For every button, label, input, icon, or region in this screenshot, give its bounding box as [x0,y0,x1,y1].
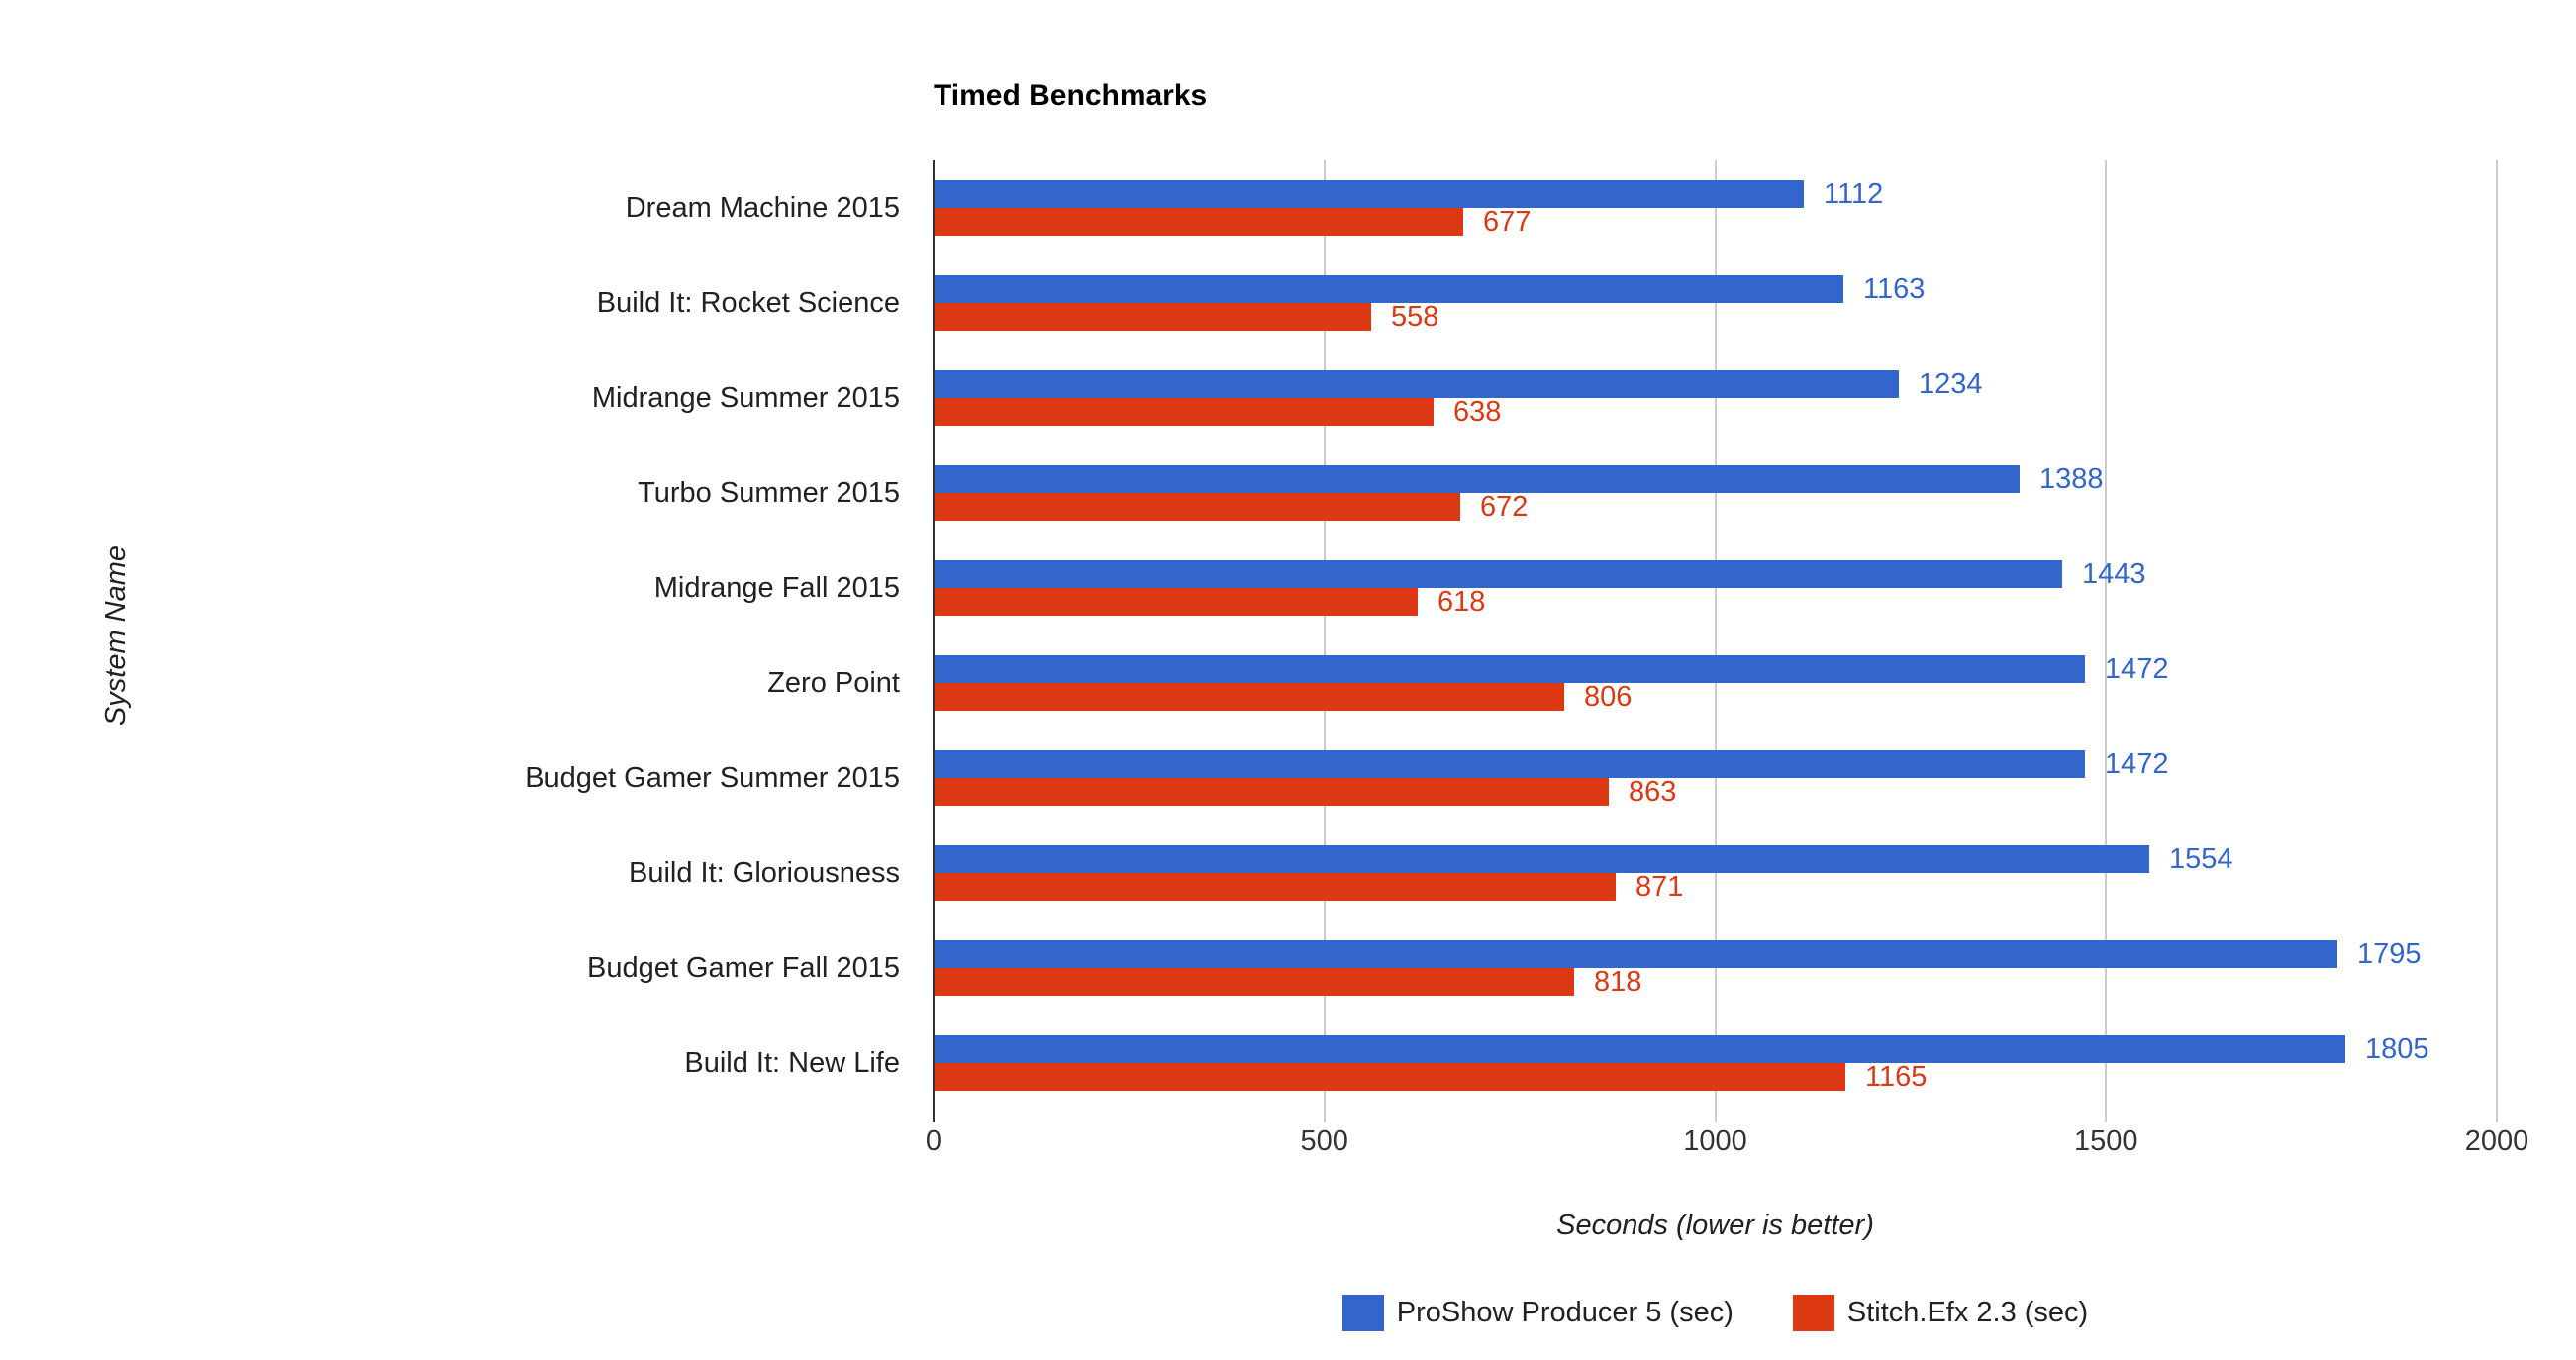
value-label: 818 [1594,966,1642,998]
legend-label: ProShow Producer 5 (sec) [1396,1296,1734,1328]
bar-series-2 [935,1063,1845,1091]
bar-series-1 [935,845,2149,873]
x-tick-label: 2000 [2464,1125,2529,1157]
legend-item: Stitch.Efx 2.3 (sec) [1792,1294,2089,1331]
bar-series-2 [935,493,1460,521]
bar-series-2 [935,398,1434,426]
legend-swatch [1792,1294,1834,1331]
value-label: 871 [1635,871,1684,903]
category-label: Budget Gamer Summer 2015 [525,762,900,794]
value-label: 863 [1629,776,1677,808]
grid-line [2496,160,2498,1122]
value-label: 1112 [1824,178,1884,210]
x-tick-label: 1500 [2073,1125,2138,1157]
bar-series-1 [935,275,1843,303]
value-label: 1472 [2105,653,2169,685]
bar-series-1 [935,1035,2345,1063]
value-label: 672 [1480,491,1529,523]
bar-series-2 [935,778,1609,806]
value-label: 1163 [1863,273,1926,305]
bar-series-1 [935,465,2020,493]
value-label: 558 [1391,301,1439,333]
bar-series-2 [935,873,1616,901]
x-axis-zero-line [933,160,935,1122]
value-label: 1805 [2365,1033,2429,1065]
bar-series-2 [935,683,1564,711]
category-label: Dream Machine 2015 [625,192,900,224]
bar-series-1 [935,560,2062,588]
bar-series-1 [935,940,2337,968]
plot-area: 0 500 1000 1500 2000 Dream Machine 2015 1112 67… [525,160,2528,1157]
bar-series-2 [935,208,1463,236]
value-label: 1795 [2357,938,2422,970]
x-tick-label: 500 [1300,1125,1348,1157]
category-label: Zero Point [767,667,900,699]
value-label: 677 [1483,206,1532,238]
value-label: 1554 [2169,843,2233,875]
value-label: 1234 [1919,368,1983,400]
value-label: 1388 [2039,463,2104,495]
legend-swatch [1341,1294,1384,1331]
category-label: Turbo Summer 2015 [638,477,900,509]
chart-title: Timed Benchmarks [934,79,1208,112]
bar-series-1 [935,370,1899,398]
value-label: 1165 [1865,1061,1928,1093]
category-label: Build It: Gloriousness [628,857,900,889]
x-tick-label: 1000 [1683,1125,1747,1157]
x-tick-label: 0 [925,1125,942,1157]
value-label: 806 [1584,681,1633,713]
value-label: 1443 [2082,558,2146,590]
value-label: 1472 [2105,748,2169,780]
value-label: 638 [1453,396,1502,428]
legend-label: Stitch.Efx 2.3 (sec) [1846,1296,2089,1328]
legend-item: ProShow Producer 5 (sec) [1341,1294,1734,1331]
bar-series-1 [935,655,2085,683]
grid-line [2105,160,2108,1122]
category-label: Build It: Rocket Science [596,287,900,319]
legend: ProShow Producer 5 (sec) Stitch.Efx 2.3 (… [934,1292,2497,1333]
bar-series-1 [935,750,2085,778]
bar-series-2 [935,588,1418,616]
category-label: Build It: New Life [684,1047,900,1079]
y-axis-title: System Name [100,544,132,727]
category-label: Midrange Fall 2015 [653,572,900,604]
bar-series-2 [935,968,1574,996]
bar-series-2 [935,303,1371,331]
grid-line [1714,160,1717,1122]
bar-series-1 [935,180,1804,208]
x-axis-title: Seconds (lower is better) [1556,1210,1874,1241]
category-label: Midrange Summer 2015 [591,382,900,414]
value-label: 618 [1437,586,1486,618]
category-label: Budget Gamer Fall 2015 [587,952,900,984]
grid-line [1323,160,1326,1122]
